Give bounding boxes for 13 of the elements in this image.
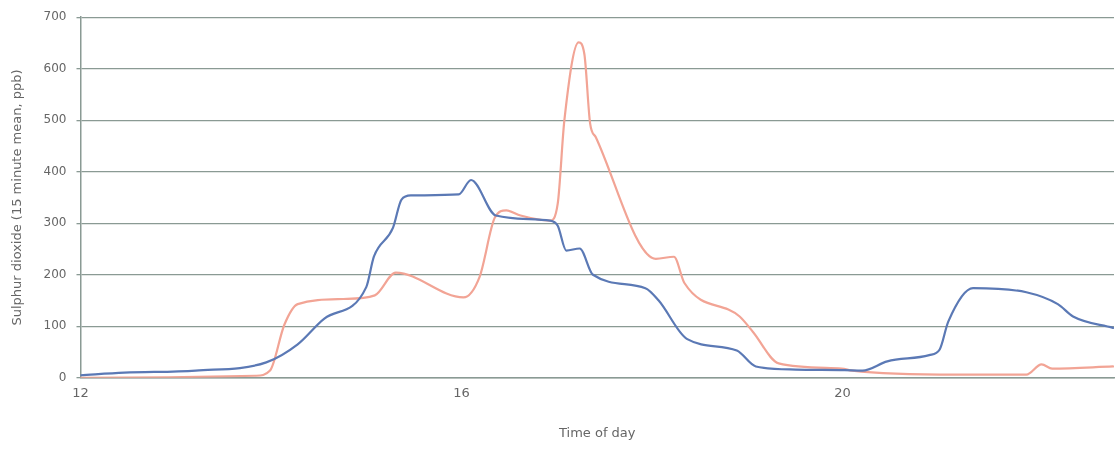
y-tick-label: 0: [58, 369, 67, 384]
y-tick-label: 200: [43, 266, 67, 281]
y-tick-label: 100: [43, 318, 67, 333]
x-tick-label: 16: [453, 384, 470, 400]
x-tick-label: 12: [72, 384, 89, 400]
y-tick-label: 700: [43, 9, 67, 24]
y-tick-label: 400: [43, 163, 67, 178]
y-tick-label: 300: [43, 215, 67, 230]
y-tick-label: 600: [43, 60, 67, 75]
x-tick-label: 20: [834, 384, 851, 400]
y-tick-label: 500: [43, 112, 67, 127]
x-axis-title: Time of day: [557, 424, 636, 440]
y-axis-title: Sulphur dioxide (15 minute mean, ppb): [9, 69, 25, 326]
